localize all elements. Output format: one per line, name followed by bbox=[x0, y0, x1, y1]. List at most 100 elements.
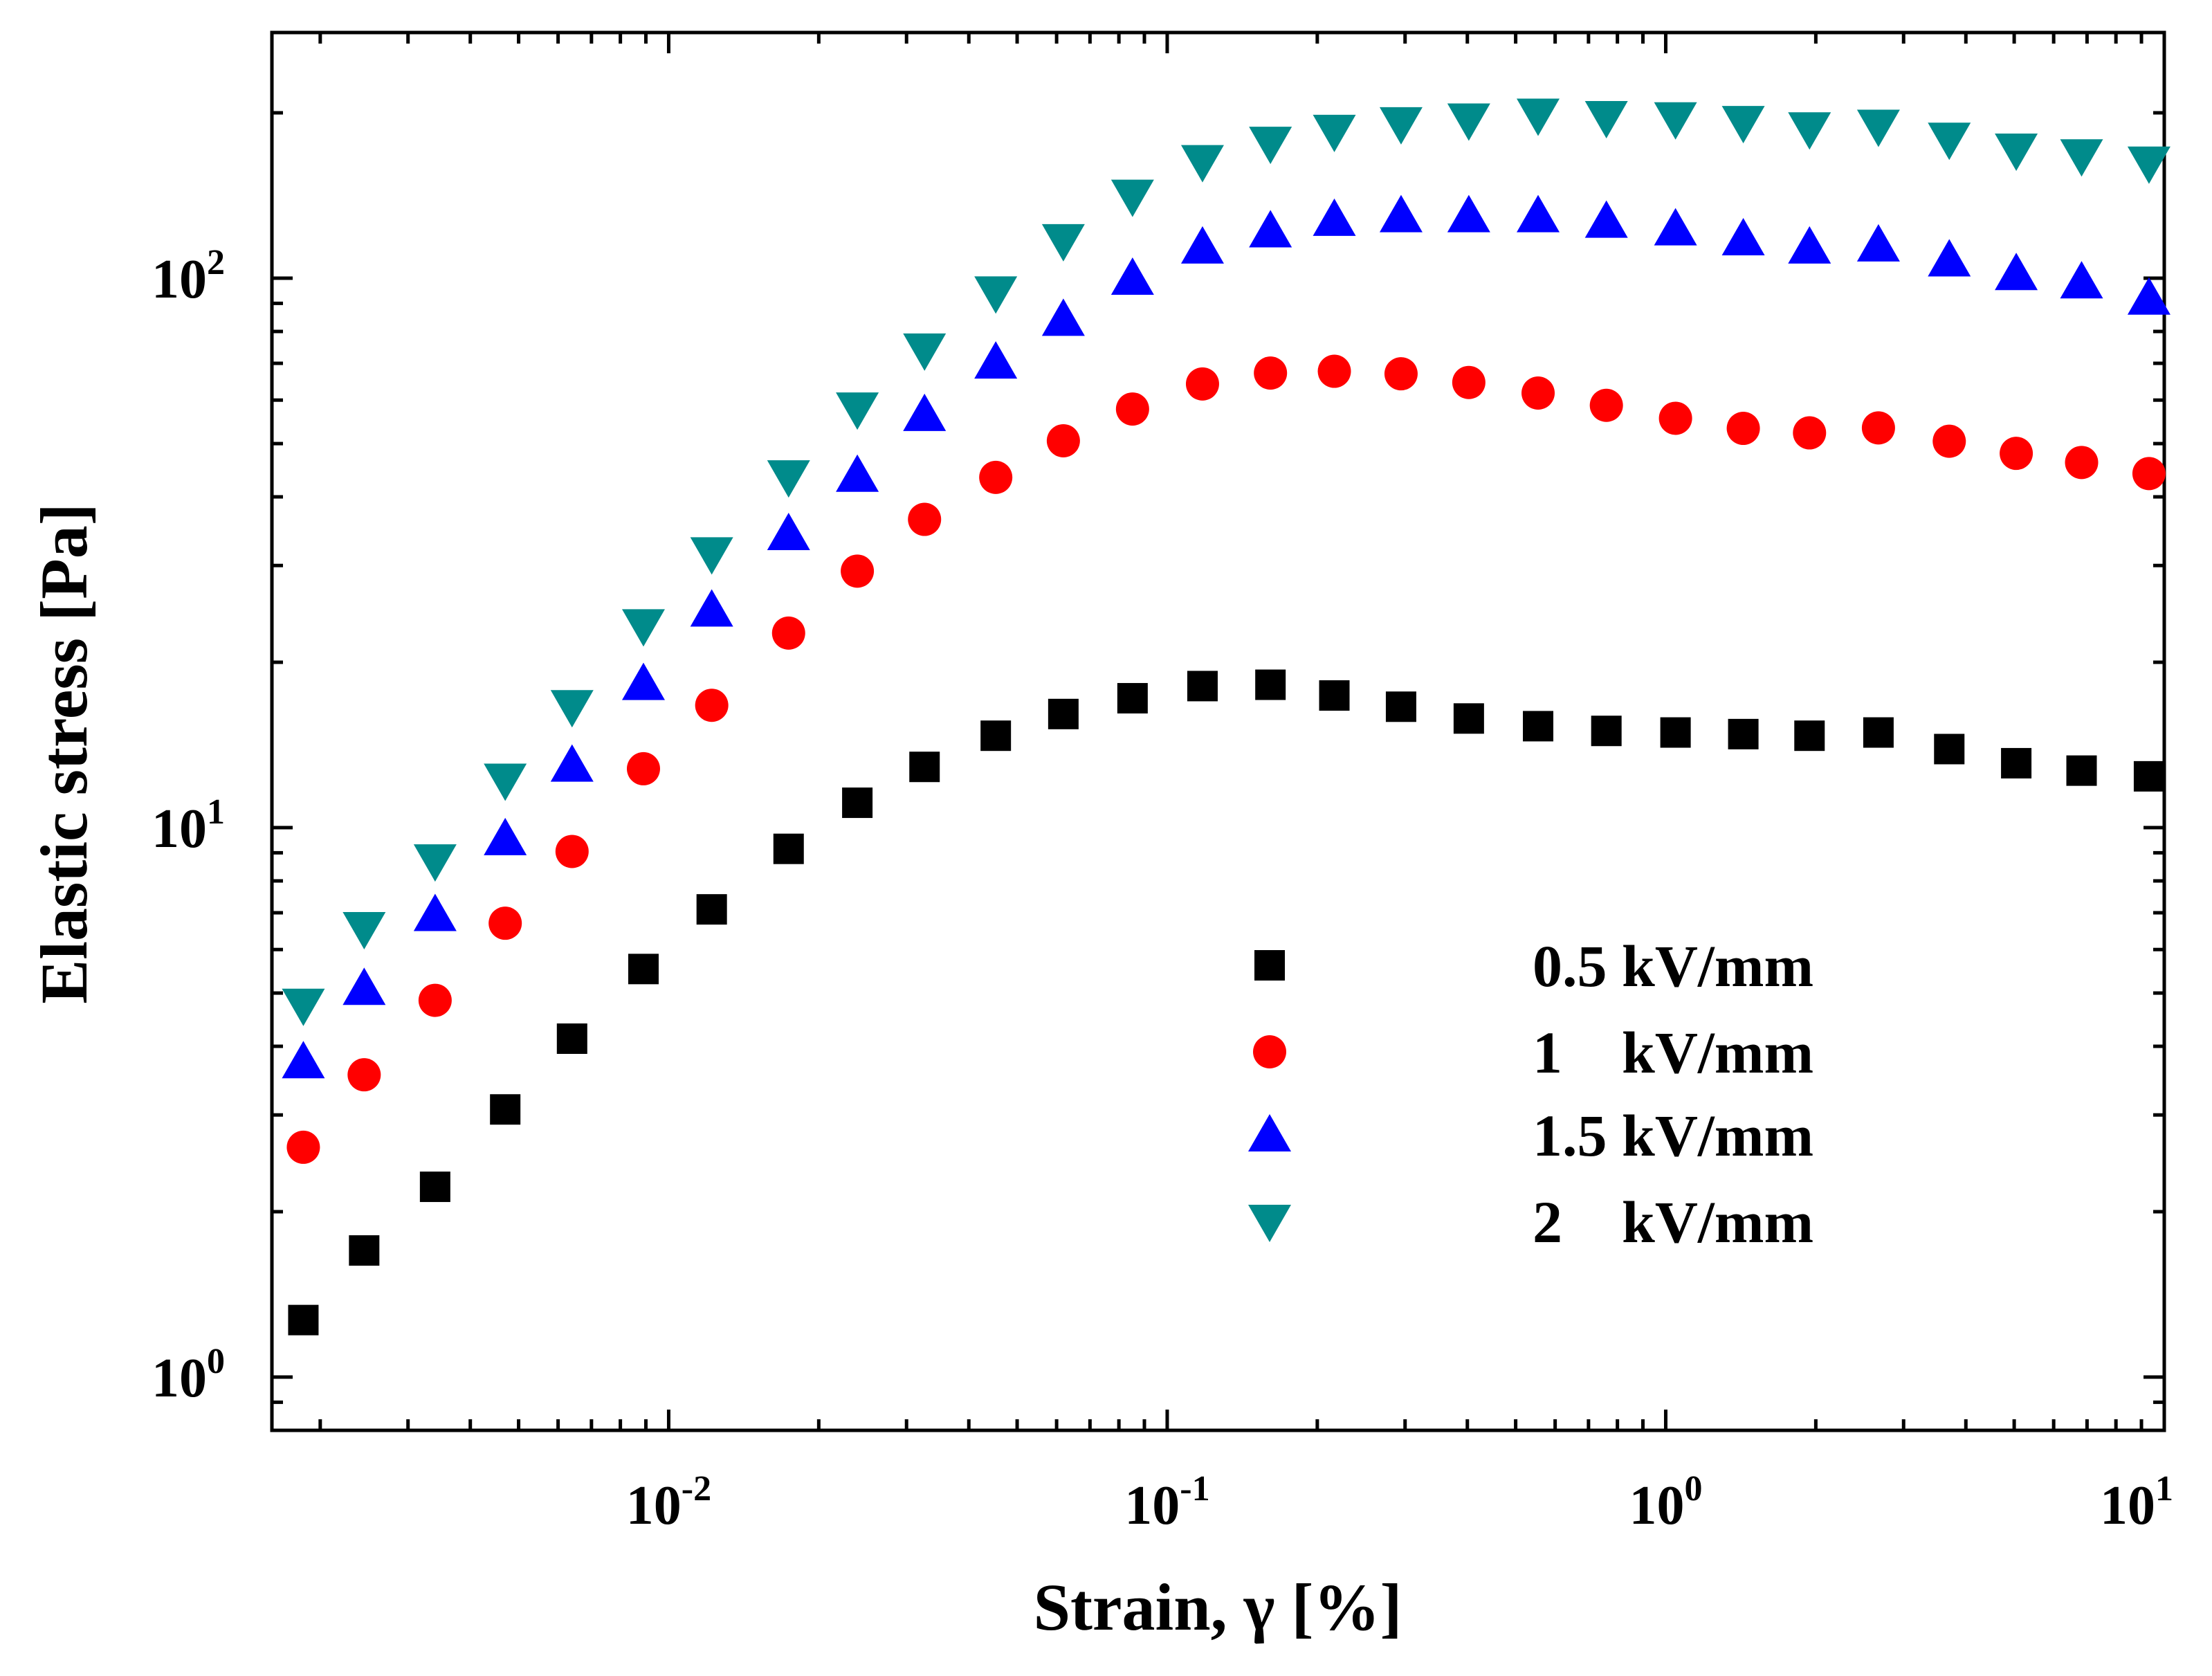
data-point bbox=[1517, 194, 1560, 233]
data-point bbox=[556, 1023, 587, 1054]
data-point bbox=[1041, 224, 1085, 262]
data-point bbox=[2000, 437, 2033, 471]
y-tick-label: 102 bbox=[152, 243, 225, 310]
data-point bbox=[1591, 716, 1622, 747]
legend-marker bbox=[1253, 1035, 1286, 1068]
data-point bbox=[767, 460, 810, 498]
data-point bbox=[1517, 98, 1560, 136]
data-point bbox=[342, 911, 386, 949]
data-point bbox=[1584, 100, 1628, 138]
series-1 bbox=[288, 669, 2164, 1336]
data-point bbox=[1721, 106, 1765, 144]
data-point bbox=[1794, 720, 1825, 752]
data-point bbox=[903, 333, 947, 371]
data-point bbox=[1453, 703, 1484, 734]
data-point bbox=[1589, 388, 1623, 422]
data-point bbox=[1115, 392, 1149, 426]
data-point bbox=[696, 894, 727, 925]
data-point bbox=[1856, 109, 1900, 147]
axis-ticks bbox=[272, 33, 2166, 1432]
data-point bbox=[1255, 669, 1286, 700]
data-point bbox=[2132, 457, 2166, 491]
data-point bbox=[767, 513, 810, 551]
x-tick-label: 101 bbox=[2100, 1469, 2173, 1536]
legend-label: 1.5 kV/mm bbox=[1533, 1102, 1813, 1169]
data-point bbox=[286, 1130, 320, 1164]
y-axis-title: Elastic stress [Pa] bbox=[27, 503, 101, 1003]
data-point bbox=[349, 1235, 380, 1266]
data-point bbox=[1041, 298, 1085, 336]
data-point bbox=[690, 537, 733, 575]
legend-label: 2 kV/mm bbox=[1533, 1189, 1813, 1255]
data-point bbox=[1928, 239, 1971, 277]
data-point bbox=[1660, 717, 1691, 748]
data-point bbox=[282, 1041, 325, 1079]
data-point bbox=[2133, 760, 2164, 792]
data-point bbox=[1728, 718, 1759, 749]
data-point bbox=[1932, 424, 1966, 458]
data-point bbox=[413, 844, 457, 882]
data-point bbox=[413, 893, 457, 931]
plot-area-frame bbox=[270, 30, 2166, 1432]
x-tick-label: 100 bbox=[1629, 1469, 1702, 1536]
data-point bbox=[979, 460, 1013, 494]
data-point bbox=[974, 341, 1018, 379]
data-point bbox=[1861, 411, 1895, 445]
data-point bbox=[628, 954, 659, 985]
data-point bbox=[419, 1172, 450, 1203]
data-point bbox=[1110, 257, 1154, 295]
data-point bbox=[626, 752, 660, 785]
data-point bbox=[2065, 446, 2099, 480]
data-point bbox=[1995, 134, 2038, 172]
data-point bbox=[1788, 226, 1831, 264]
data-point bbox=[1379, 194, 1423, 233]
data-point bbox=[773, 833, 804, 864]
data-point bbox=[836, 454, 879, 492]
data-point bbox=[1379, 107, 1423, 145]
data-point bbox=[908, 502, 942, 536]
y-tick-label: 100 bbox=[152, 1342, 225, 1409]
axis-tick-labels: 10-2 10-1 100 101 100 101 102 bbox=[152, 243, 2173, 1536]
data-point bbox=[836, 392, 879, 430]
data-point bbox=[1249, 127, 1292, 165]
x-tick-label: 10-1 bbox=[1124, 1469, 1209, 1536]
data-point bbox=[2060, 261, 2103, 299]
data-point bbox=[1180, 226, 1224, 264]
data-point bbox=[1319, 680, 1350, 711]
data-point bbox=[1793, 416, 1827, 450]
data-point bbox=[621, 609, 665, 647]
legend-marker bbox=[1254, 950, 1285, 981]
legend: 0.5 kV/mm 1 kV/mm 1.5 kV/mm 2 kV/mm bbox=[1248, 933, 1813, 1255]
data-point bbox=[1384, 357, 1418, 391]
data-point bbox=[690, 589, 733, 627]
data-point bbox=[1317, 354, 1351, 388]
data-point bbox=[1934, 734, 1965, 765]
data-point bbox=[484, 817, 527, 855]
data-point bbox=[490, 1094, 521, 1125]
data-point bbox=[903, 393, 947, 431]
data-point bbox=[2001, 747, 2032, 778]
data-point bbox=[974, 276, 1018, 314]
data-point bbox=[1117, 683, 1148, 714]
data-point bbox=[555, 835, 589, 868]
legend-marker bbox=[1248, 1205, 1291, 1242]
data-point bbox=[1856, 224, 1900, 262]
data-point bbox=[1928, 122, 1971, 161]
data-point bbox=[909, 752, 940, 783]
data-point bbox=[1447, 103, 1490, 141]
legend-label: 1 kV/mm bbox=[1533, 1019, 1813, 1086]
data-point bbox=[695, 689, 729, 722]
data-point bbox=[488, 907, 522, 940]
series-2 bbox=[286, 354, 2166, 1164]
data-point bbox=[342, 967, 386, 1005]
data-point bbox=[1313, 198, 1356, 236]
data-point bbox=[1249, 210, 1292, 248]
data-point bbox=[1654, 208, 1697, 246]
data-point bbox=[980, 720, 1012, 752]
data-point bbox=[841, 554, 875, 588]
data-point bbox=[2127, 146, 2170, 184]
data-point bbox=[288, 1304, 319, 1336]
data-point bbox=[771, 616, 805, 650]
x-axis-title: Strain, γ [%] bbox=[1034, 1570, 1402, 1644]
